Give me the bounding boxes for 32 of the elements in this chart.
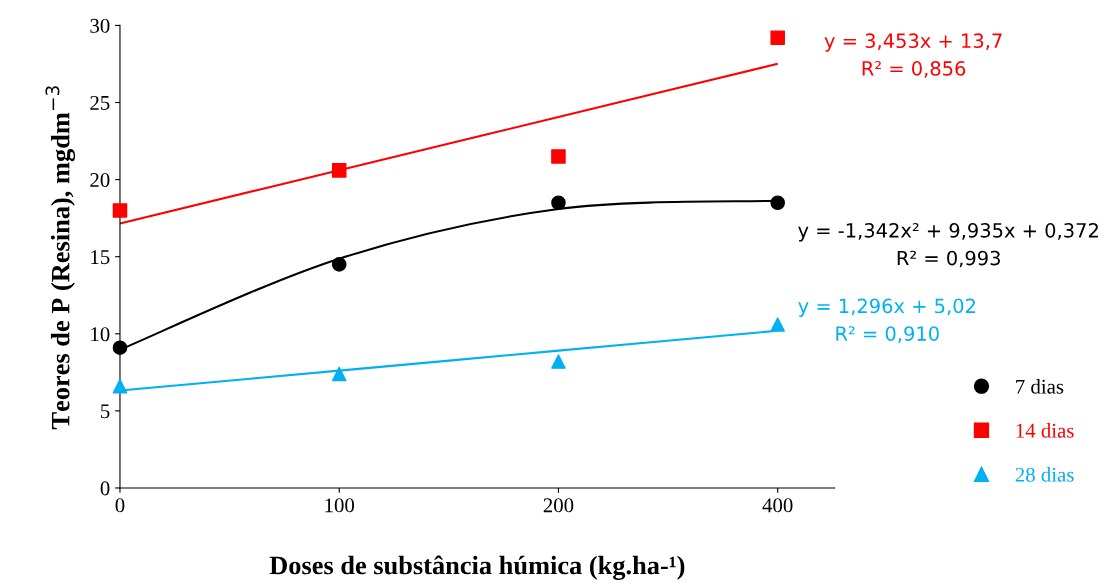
legend-label: 14 dias (1016, 423, 1074, 438)
y-tick-label: 5 (101, 404, 110, 419)
point (112, 203, 128, 218)
point (551, 195, 566, 211)
y-tick-label: 30 (90, 18, 110, 33)
x-axis-title: Doses de substância húmica (kg.ha-¹) (269, 555, 685, 580)
y-tick-label: 10 (91, 327, 110, 342)
point (551, 149, 566, 164)
annotation: y = 1,296x + 5,02 R² = 0,910 (798, 298, 975, 343)
point (331, 366, 347, 382)
point (331, 257, 347, 272)
annotation: y = 3,453x + 13,7 R² = 0,856 (824, 33, 1002, 78)
y-tick-label: 25 (90, 95, 110, 110)
point (331, 163, 347, 178)
point (551, 354, 566, 369)
x-tick-label: 200 (543, 498, 574, 513)
point (770, 30, 785, 46)
point (770, 195, 785, 211)
legend-label: 7 dias (1016, 379, 1064, 394)
x-tick-label: 100 (325, 498, 355, 513)
y-tick-label: 15 (91, 250, 110, 265)
point (770, 317, 785, 332)
line-series (119, 62, 779, 225)
x-tick-label: 400 (762, 498, 793, 513)
y-axis-title: Teores de P (Resina), mgdm$^{−3}$ (45, 86, 76, 430)
legend-label: 28 dias (1015, 467, 1074, 482)
point (112, 378, 128, 394)
point (112, 340, 128, 355)
y-tick-label: 0 (100, 481, 110, 496)
y-tick-label: 20 (90, 172, 110, 188)
x-tick-label: 0 (115, 498, 125, 513)
annotation: y = -1,342x² + 9,935x + 0,372 R² = 0,993 (798, 222, 1098, 268)
